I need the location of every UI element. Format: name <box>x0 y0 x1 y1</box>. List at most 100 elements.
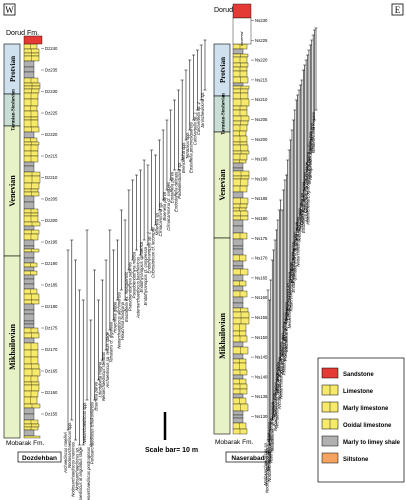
shale-bed <box>232 374 244 380</box>
shale-bed <box>232 393 244 399</box>
sample-label: Ns205 <box>255 117 268 122</box>
shale-bed <box>232 296 244 304</box>
taxon-label: Katachitinodiscus bykovae <box>288 261 293 311</box>
lithology-legend: Sandstone Limestone Marly limestone Ooidal … <box>317 357 405 483</box>
shale-bed <box>23 320 35 325</box>
scale-bar: Scale bar= 10 m <box>145 412 198 454</box>
shale-bed <box>232 417 244 424</box>
sample-label: Dz195 <box>45 240 58 245</box>
shale-bed <box>232 48 244 55</box>
shale-bed <box>23 323 35 329</box>
taxon-label: Tetrataxis spp. <box>185 132 190 159</box>
sample-label: Ns210 <box>255 97 268 102</box>
sample-label: Dz155 <box>45 412 58 417</box>
taxon-label: Nodoarchaediscus tchaborensis <box>267 421 272 481</box>
taxon-label: Lituotubella magna <box>97 361 102 397</box>
shale-bed <box>23 429 35 437</box>
shale-bed <box>232 225 244 234</box>
west-bottom-formation: Mobarak Fm. <box>6 440 44 447</box>
sample-label: Ns185 <box>255 196 268 201</box>
shale-bed <box>232 191 244 199</box>
shale-bed <box>232 285 244 292</box>
sample-label: Ns140 <box>255 374 268 379</box>
sample-label: Dz165 <box>45 369 58 374</box>
sample-label: Dz210 <box>45 175 58 180</box>
sample-label: Ns220 <box>255 58 268 63</box>
taxon-label: Pseudoendothyra aff. mutica <box>281 321 286 375</box>
sample-label: Ns160 <box>255 295 268 300</box>
east-lithology-column <box>232 3 252 435</box>
shale-bed <box>23 309 35 315</box>
east-bottom-formation: Mobarak Fm. <box>215 439 253 446</box>
sample-label: Ns170 <box>255 256 268 261</box>
shale-bed <box>23 66 35 73</box>
east-stage-column: Protvian Tarusian-Steshevian Venevian Mi… <box>213 43 231 435</box>
shale-bed <box>232 341 244 348</box>
sample-label: Dz220 <box>45 132 58 137</box>
taxon-label: Pseudoendothyra mutica <box>132 251 137 298</box>
taxon-label: Climacammina cf. simplex <box>166 181 171 231</box>
sample-label: Dz185 <box>45 283 58 288</box>
west-corner-letter: W <box>5 5 14 15</box>
stage-label-mikhailovian: Mikhailovian <box>8 324 17 370</box>
taxon-label: Eostaffella parva <box>290 251 295 283</box>
taxon-label: Endothyranopsis sp. <box>286 282 291 320</box>
east-section-name-box <box>225 451 271 463</box>
east-sample-labels: Ns230 Ns225 Ns220 Ns215 Ns210 Ns205 Ns200 Ns195… <box>251 18 268 419</box>
shale-bed <box>23 225 35 231</box>
sample-label: Ns230 <box>255 18 268 23</box>
taxon-label: Turrispiroides multivolutus <box>308 131 313 180</box>
stage-label-venevian: Venevian <box>8 175 17 207</box>
sample-label: Dz235 <box>45 68 58 73</box>
shale-bed <box>232 302 244 309</box>
stage-label-mikhailovian: Mikhailovian <box>218 313 227 359</box>
sample-label: Ns180 <box>255 216 268 221</box>
shale-bed <box>23 274 35 280</box>
sample-label: Dz175 <box>45 326 58 331</box>
taxon-label: Nodosarchaediscus sp. <box>74 447 79 491</box>
legend-label: Marly to limey shale <box>343 440 401 446</box>
taxon-label: Tetrataxis ex. gr. eominima <box>270 401 275 452</box>
taxon-label: Endostaffella delicata <box>173 171 178 211</box>
sample-label: Ns175 <box>255 236 268 241</box>
sample-label: Ns195 <box>255 157 268 162</box>
shale-bed <box>232 353 244 360</box>
taxon-label: Archaediscus cf. acutiformis <box>277 356 282 410</box>
west-section-name-box <box>17 451 62 463</box>
shale-bed <box>23 195 35 203</box>
taxon-label: Biseriella parva <box>93 381 98 410</box>
covered-label: covered <box>239 31 244 46</box>
shale-bed <box>23 60 35 68</box>
taxon-label: Neoarchaediscus spp. <box>280 332 285 373</box>
taxon-label: Tetrataxis cf. gigantea <box>109 321 114 362</box>
taxon-label: Neoarchaediscus sp. <box>266 432 271 471</box>
shale-bed <box>232 414 244 419</box>
taxon-label: Archaediscus at angulatus stage <box>78 446 83 500</box>
taxon-label: Eostaffella acutiformis <box>303 171 308 213</box>
sample-label: Ns155 <box>255 315 268 320</box>
taxon-label: Eostaffella postmosquensis <box>301 181 306 233</box>
shale-bed <box>232 248 244 256</box>
west-lithology-column <box>23 35 43 439</box>
taxon-label: Neoarchaediscus stellatus <box>273 381 278 431</box>
taxon-label: Climacammina sp. <box>158 202 163 236</box>
taxon-label: Janischewskina sp. <box>200 92 205 129</box>
covered-interval <box>232 17 252 45</box>
west-section-name: Dozdehban <box>22 455 57 462</box>
taxon-label: Endothyranopsis sphaerica <box>139 241 144 292</box>
taxon-label: Archaediscus moelleri <box>63 431 68 474</box>
taxon-label: Parasarchaediscus tchekuniensis <box>90 401 95 464</box>
west-range-chart: Archaediscus moelleri Nodosarchaediscus s… <box>63 39 207 500</box>
shale-bed <box>232 219 244 227</box>
shale-bed <box>232 410 244 416</box>
west-stage-column: Protvian Tarusian-Steshevian Venevian Mi… <box>3 43 21 439</box>
shale-bed <box>23 413 35 421</box>
east-range-chart: Nodosarchaediscus sp.Nodosarchaediscus s… <box>263 27 318 493</box>
shale-bed <box>232 167 244 172</box>
taxon-label: Eostaffella parva <box>170 171 175 203</box>
sample-label: Ns145 <box>255 355 268 360</box>
east-corner-letter: E <box>395 5 401 15</box>
shale-bed <box>23 251 35 259</box>
taxon-label: Calcivertella sp. <box>298 202 303 232</box>
